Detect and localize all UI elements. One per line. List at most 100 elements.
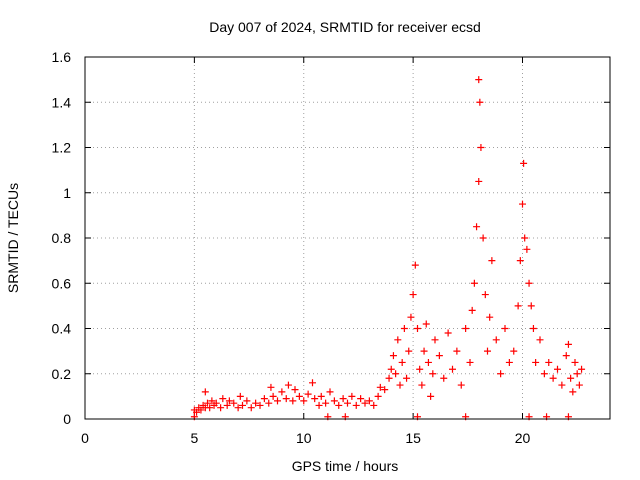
- plot-frame: [84, 56, 611, 420]
- data-point: [330, 397, 338, 405]
- y-tick-label: 0.2: [52, 366, 72, 382]
- data-point: [409, 291, 417, 299]
- data-point: [335, 401, 343, 409]
- x-tick-label: 15: [405, 430, 421, 446]
- data-point: [520, 159, 528, 167]
- data-point: [549, 374, 557, 382]
- data-point: [476, 98, 484, 106]
- data-point: [475, 177, 483, 185]
- data-point: [558, 381, 566, 389]
- data-point: [309, 379, 316, 387]
- data-points: [190, 76, 586, 421]
- data-point: [571, 358, 579, 366]
- data-point: [365, 397, 373, 405]
- y-tick-label: 0: [63, 411, 71, 427]
- y-tick-label: 1.4: [52, 94, 72, 110]
- data-point: [510, 347, 518, 355]
- data-point: [344, 399, 351, 407]
- data-point: [575, 381, 583, 389]
- data-point: [317, 392, 325, 400]
- data-point: [315, 401, 323, 409]
- y-tick-label: 1.6: [52, 49, 72, 65]
- data-point: [389, 352, 397, 360]
- data-point: [470, 279, 478, 287]
- data-point: [361, 399, 369, 407]
- data-point: [212, 399, 220, 407]
- data-point: [269, 392, 277, 400]
- data-point: [466, 358, 474, 366]
- data-point: [348, 392, 356, 400]
- data-point: [479, 234, 487, 242]
- data-point: [387, 365, 395, 373]
- data-point: [435, 352, 443, 360]
- data-point: [267, 383, 275, 391]
- data-point: [193, 408, 201, 416]
- data-point: [484, 347, 491, 355]
- data-point: [311, 395, 319, 403]
- data-point: [274, 397, 281, 405]
- data-point: [523, 245, 531, 253]
- data-point: [236, 392, 244, 400]
- data-point: [573, 370, 581, 378]
- data-point: [326, 388, 334, 396]
- data-point: [381, 386, 389, 394]
- data-point: [234, 404, 242, 412]
- data-point: [540, 370, 548, 378]
- data-point: [284, 381, 292, 389]
- data-point: [374, 392, 382, 400]
- data-point: [291, 386, 299, 394]
- data-point: [247, 404, 255, 412]
- x-axis-ticks: 0 5 10 15 20: [81, 57, 530, 446]
- data-point: [481, 291, 489, 299]
- data-point: [403, 374, 411, 382]
- data-point: [569, 388, 577, 396]
- data-point: [206, 404, 214, 412]
- data-point: [282, 395, 290, 403]
- data-point: [304, 390, 312, 398]
- data-point: [527, 302, 535, 310]
- data-point: [488, 257, 496, 265]
- y-tick-label: 1: [63, 185, 71, 201]
- data-point: [444, 329, 452, 337]
- data-point: [239, 401, 246, 409]
- data-point: [396, 381, 404, 389]
- data-point: [278, 388, 286, 396]
- data-point: [217, 404, 225, 412]
- data-point: [554, 365, 561, 373]
- x-tick-label: 20: [515, 430, 531, 446]
- data-point: [532, 358, 540, 366]
- data-point: [475, 76, 483, 84]
- data-point: [529, 325, 537, 332]
- data-point: [418, 381, 426, 389]
- data-point: [453, 347, 461, 355]
- y-axis-label: SRMTID / TECUs: [5, 183, 21, 293]
- data-point: [208, 397, 216, 405]
- data-point: [564, 340, 572, 348]
- data-point: [468, 306, 476, 314]
- data-point: [521, 234, 529, 242]
- data-point: [462, 325, 470, 332]
- data-point: [516, 257, 524, 265]
- data-point: [392, 370, 400, 378]
- data-point: [300, 397, 308, 405]
- data-point: [322, 399, 330, 407]
- y-axis-ticks: 0 0.2 0.4 0.6 0.8 1 1.2 1.4 1.6: [52, 49, 610, 427]
- data-point: [230, 399, 238, 407]
- y-tick-label: 0.6: [52, 275, 72, 291]
- data-point: [536, 336, 544, 344]
- data-point: [370, 401, 378, 409]
- x-tick-label: 0: [81, 430, 89, 446]
- data-point: [219, 395, 227, 403]
- data-point: [578, 365, 586, 373]
- data-point: [400, 325, 408, 332]
- data-point: [473, 223, 481, 231]
- data-point: [197, 406, 205, 414]
- data-point: [243, 397, 251, 405]
- data-point: [492, 336, 500, 344]
- data-point: [204, 399, 211, 407]
- data-point: [223, 401, 231, 409]
- y-tick-label: 0.8: [52, 230, 72, 246]
- data-point: [411, 261, 419, 269]
- data-point: [567, 374, 575, 382]
